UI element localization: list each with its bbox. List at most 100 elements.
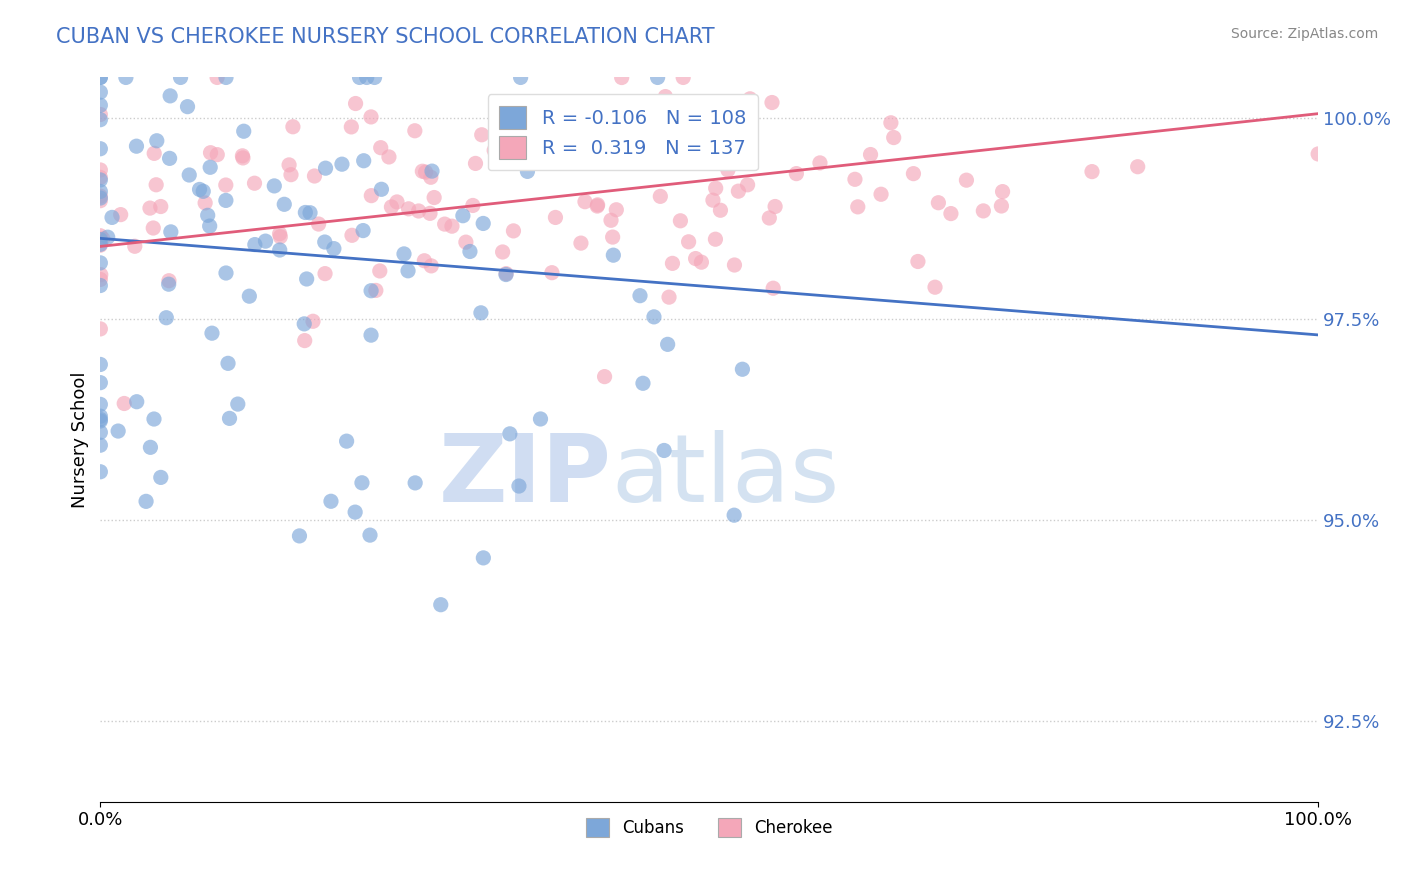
Point [344, 505, 367, 519]
Point [226, 397, 249, 411]
Point [623, 137, 645, 152]
Point [194, 195, 217, 210]
Point [657, 337, 679, 351]
Point [731, 362, 754, 376]
Point [90, 268, 112, 282]
Point [661, 256, 683, 270]
Point [89, 70, 111, 85]
Point [420, 164, 443, 178]
Point [602, 230, 624, 244]
Point [89, 256, 111, 270]
Point [89, 70, 111, 85]
Point [423, 190, 446, 204]
Point [124, 239, 146, 253]
Point [254, 234, 277, 248]
Point [740, 101, 762, 115]
Point [89, 414, 111, 428]
Point [903, 167, 925, 181]
Point [89, 142, 111, 156]
Point [411, 164, 433, 178]
Point [179, 168, 201, 182]
Point [537, 139, 560, 153]
Point [523, 112, 546, 126]
Point [704, 232, 727, 246]
Point [690, 255, 713, 269]
Point [413, 253, 436, 268]
Point [502, 224, 524, 238]
Point [215, 70, 238, 85]
Point [717, 163, 740, 178]
Point [243, 176, 266, 190]
Point [600, 213, 623, 227]
Point [200, 145, 222, 160]
Point [308, 217, 330, 231]
Point [97, 230, 120, 244]
Point [263, 178, 285, 193]
Point [652, 443, 675, 458]
Point [883, 130, 905, 145]
Point [544, 211, 567, 225]
Point [516, 164, 538, 178]
Point [972, 203, 994, 218]
Text: atlas: atlas [612, 430, 839, 522]
Point [685, 252, 707, 266]
Point [155, 310, 177, 325]
Point [149, 470, 172, 484]
Point [356, 70, 378, 85]
Point [678, 235, 700, 249]
Point [299, 206, 322, 220]
Point [157, 277, 180, 292]
Point [404, 124, 426, 138]
Point [927, 195, 949, 210]
Point [454, 235, 477, 249]
Point [269, 229, 291, 244]
Point [529, 412, 551, 426]
Point [319, 494, 342, 508]
Point [808, 156, 831, 170]
Point [159, 152, 181, 166]
Point [315, 161, 337, 176]
Point [89, 358, 111, 372]
Point [634, 136, 657, 150]
Point [115, 70, 138, 85]
Point [990, 199, 1012, 213]
Point [360, 328, 382, 343]
Point [370, 141, 392, 155]
Legend: Cubans, Cherokee: Cubans, Cherokee [579, 812, 839, 844]
Point [349, 70, 371, 85]
Point [201, 326, 224, 341]
Point [89, 189, 111, 203]
Point [232, 124, 254, 138]
Point [110, 208, 132, 222]
Point [723, 508, 745, 523]
Point [149, 200, 172, 214]
Point [350, 475, 373, 490]
Point [880, 116, 903, 130]
Point [471, 128, 494, 142]
Y-axis label: Nursery School: Nursery School [72, 371, 89, 508]
Point [89, 412, 111, 426]
Point [785, 167, 807, 181]
Point [572, 132, 595, 146]
Point [955, 173, 977, 187]
Point [631, 376, 654, 391]
Point [295, 272, 318, 286]
Point [353, 153, 375, 168]
Point [89, 465, 111, 479]
Point [232, 151, 254, 165]
Point [710, 113, 733, 128]
Point [706, 153, 728, 168]
Point [360, 188, 382, 202]
Point [159, 88, 181, 103]
Point [626, 148, 648, 162]
Point [89, 278, 111, 293]
Point [569, 236, 592, 251]
Point [281, 120, 304, 134]
Point [364, 284, 387, 298]
Point [672, 70, 695, 85]
Point [125, 139, 148, 153]
Point [586, 199, 609, 213]
Point [198, 219, 221, 233]
Point [215, 194, 238, 208]
Point [215, 266, 238, 280]
